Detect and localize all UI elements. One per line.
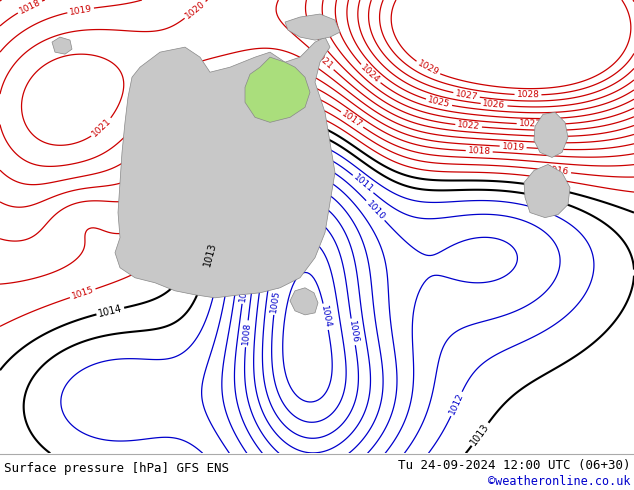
Text: 1028: 1028 <box>517 90 540 99</box>
Text: 1016: 1016 <box>546 166 569 177</box>
Text: 1025: 1025 <box>427 96 451 110</box>
Text: 1023: 1023 <box>519 119 541 129</box>
Text: 1004: 1004 <box>319 305 332 329</box>
Text: 1005: 1005 <box>269 290 281 314</box>
Text: 1008: 1008 <box>241 322 252 345</box>
Text: 1018: 1018 <box>467 146 491 156</box>
Text: 1013: 1013 <box>469 421 491 447</box>
Text: 1019: 1019 <box>501 142 525 152</box>
Text: 1006: 1006 <box>347 320 359 344</box>
Text: 1026: 1026 <box>482 99 506 110</box>
Polygon shape <box>245 57 310 122</box>
Polygon shape <box>524 165 570 218</box>
Text: 1029: 1029 <box>416 59 440 77</box>
Text: 1024: 1024 <box>359 63 382 85</box>
Text: Tu 24-09-2024 12:00 UTC (06+30): Tu 24-09-2024 12:00 UTC (06+30) <box>398 459 630 472</box>
Text: 1007: 1007 <box>257 255 270 280</box>
Text: 1009: 1009 <box>238 278 250 302</box>
Text: 1020: 1020 <box>183 0 207 21</box>
Polygon shape <box>285 14 340 40</box>
Text: 1019: 1019 <box>68 3 93 17</box>
Text: 1018: 1018 <box>17 0 42 16</box>
Text: 1017: 1017 <box>340 109 364 130</box>
Text: 1020: 1020 <box>137 98 158 122</box>
Text: 1013: 1013 <box>202 241 217 267</box>
Text: 1011: 1011 <box>351 173 375 195</box>
Text: 1027: 1027 <box>455 89 479 101</box>
Text: 1010: 1010 <box>365 199 387 222</box>
Text: 1022: 1022 <box>457 121 481 131</box>
Polygon shape <box>115 37 335 298</box>
Polygon shape <box>290 288 318 315</box>
Text: 1021: 1021 <box>91 117 113 139</box>
Polygon shape <box>52 37 72 54</box>
Text: Surface pressure [hPa] GFS ENS: Surface pressure [hPa] GFS ENS <box>4 462 229 475</box>
Text: 1015: 1015 <box>70 285 95 301</box>
Text: 1014: 1014 <box>97 303 124 318</box>
Text: ©weatheronline.co.uk: ©weatheronline.co.uk <box>488 474 630 488</box>
Polygon shape <box>534 112 568 157</box>
Text: 1012: 1012 <box>448 392 465 416</box>
Text: 1021: 1021 <box>312 49 335 72</box>
